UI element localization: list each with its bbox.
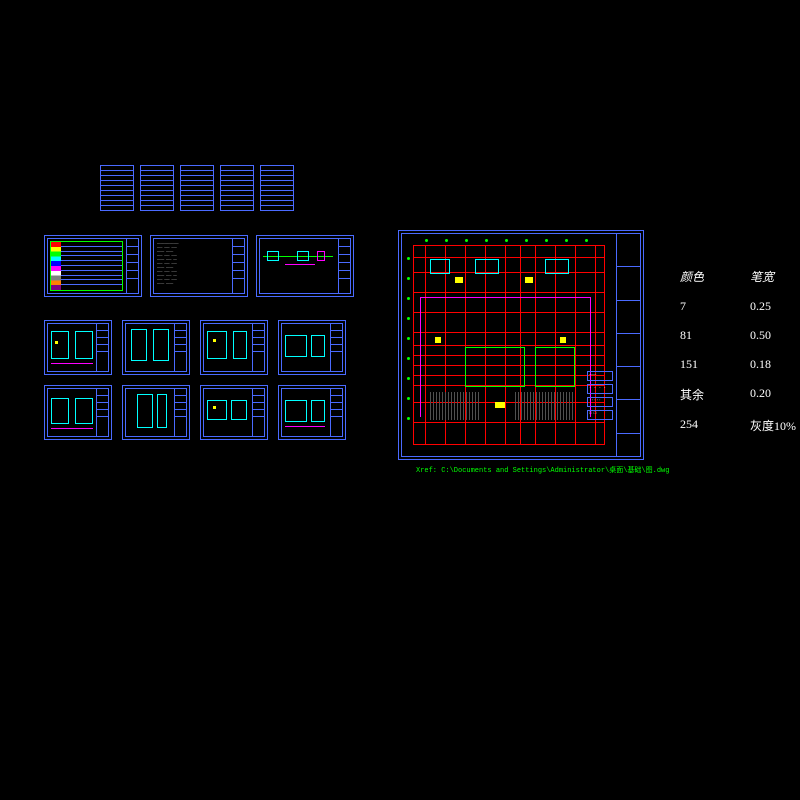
detail-sheet-r2c1 — [44, 385, 112, 440]
lw-header-color: 颜色 — [680, 268, 750, 285]
legend-3: ····· — [587, 397, 613, 407]
detail-sheet-r2c3 — [200, 385, 268, 440]
detail-sheet-r1c3 — [200, 320, 268, 375]
lineweight-table: 颜色 笔宽 70.25 810.50 1510.18 其余0.20 254灰度1… — [680, 268, 800, 448]
info-box-2 — [140, 165, 174, 211]
lw-header-width: 笔宽 — [750, 268, 800, 285]
info-box-5 — [260, 165, 294, 211]
detail-sheet-r1c1 — [44, 320, 112, 375]
legend-1: ——— — [587, 371, 613, 381]
info-box-1 — [100, 165, 134, 211]
info-box-3 — [180, 165, 214, 211]
detail-sheet-r1c2 — [122, 320, 190, 375]
floor-plan — [405, 237, 613, 453]
legend-4: □ □ — [587, 410, 613, 420]
detail-sheet-r1c4 — [278, 320, 346, 375]
detail-sheet-r2c4 — [278, 385, 346, 440]
info-box-4 — [220, 165, 254, 211]
detail-sheet-r2c2 — [122, 385, 190, 440]
mid-sheet-3 — [256, 235, 354, 297]
mid-sheet-1 — [44, 235, 142, 297]
xref-path: Xref: C:\Documents and Settings\Administ… — [416, 465, 669, 475]
legend-2: - - - - — [587, 384, 613, 394]
mid-sheet-2: ——————————————— ——— ——————— ——————— ——— … — [150, 235, 248, 297]
main-plan-sheet: ——— - - - - ····· □ □ — [398, 230, 644, 460]
